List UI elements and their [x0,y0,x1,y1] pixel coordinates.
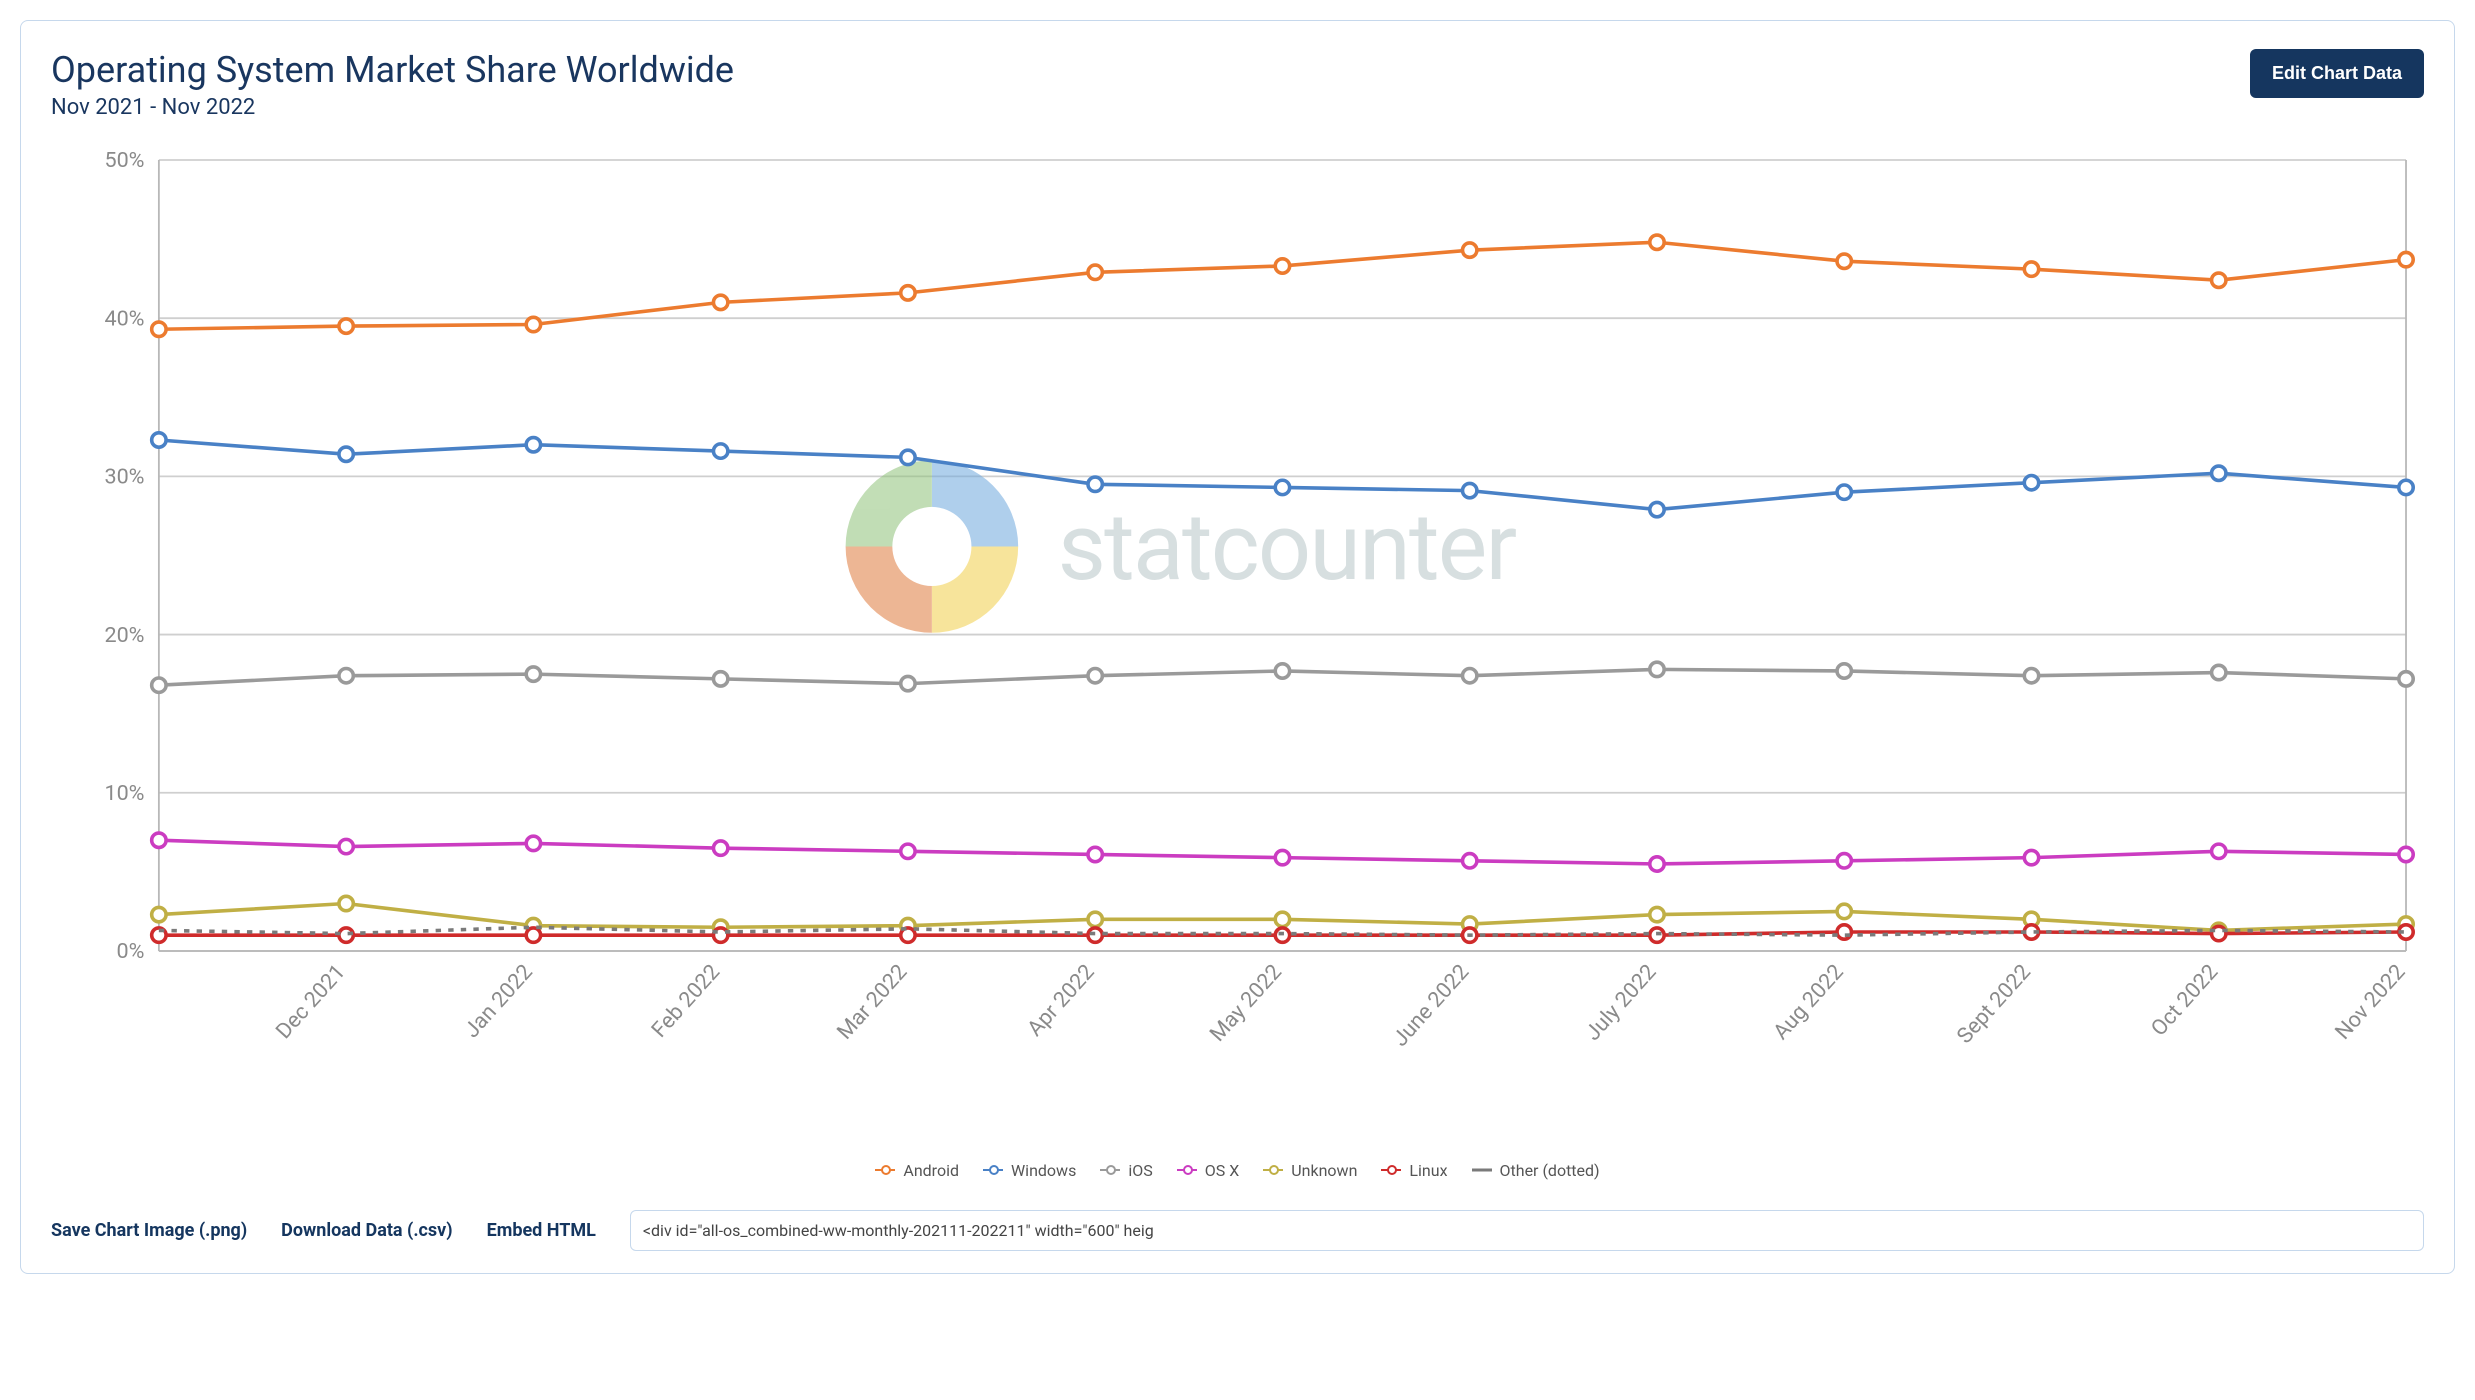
svg-text:40%: 40% [104,306,144,331]
svg-text:10%: 10% [104,781,144,806]
svg-text:20%: 20% [104,623,144,648]
chart-area: 0% 10% 20% 30% 40% 50% statcounter Dec 2021 Jan … [51,142,2424,1180]
svg-text:Oct 2022: Oct 2022 [2146,960,2223,1041]
embed-html-link[interactable]: Embed HTML [487,1220,596,1241]
chart-card: Operating System Market Share Worldwide … [20,20,2455,1274]
download-csv-link[interactable]: Download Data (.csv) [281,1220,452,1241]
svg-text:statcounter: statcounter [1058,492,1517,602]
legend-marker-icon [1177,1163,1197,1177]
svg-text:Aug 2022: Aug 2022 [1769,960,1849,1045]
svg-text:50%: 50% [104,148,144,173]
legend-label: Linux [1409,1161,1447,1180]
legend-item[interactable]: Unknown [1263,1161,1357,1180]
legend-label: Windows [1011,1161,1076,1180]
legend-item[interactable]: Other (dotted) [1472,1161,1600,1180]
legend-marker-icon [1263,1163,1283,1177]
legend-item[interactable]: Windows [983,1161,1076,1180]
legend-marker-icon [1472,1163,1492,1177]
header-row: Operating System Market Share Worldwide … [51,49,2424,120]
svg-text:30%: 30% [104,465,144,490]
svg-text:0%: 0% [117,939,145,964]
svg-text:July 2022: July 2022 [1581,960,1662,1046]
chart-subtitle: Nov 2021 - Nov 2022 [51,95,734,120]
legend-marker-icon [1381,1163,1401,1177]
embed-html-input[interactable] [630,1210,2424,1251]
svg-text:May 2022: May 2022 [1205,960,1287,1047]
legend-marker-icon [1100,1163,1120,1177]
legend-label: iOS [1128,1161,1152,1180]
legend-item[interactable]: iOS [1100,1161,1152,1180]
chart-legend: Android Windows iOS OS X Unknown Linux Other (… [51,1161,2424,1180]
svg-text:Jan 2022: Jan 2022 [459,960,537,1043]
svg-text:Sept 2022: Sept 2022 [1952,960,2036,1049]
legend-label: OS X [1205,1161,1240,1180]
legend-label: Other (dotted) [1500,1161,1600,1180]
legend-item[interactable]: OS X [1177,1161,1240,1180]
title-block: Operating System Market Share Worldwide … [51,49,734,120]
svg-text:Mar 2022: Mar 2022 [832,960,912,1045]
legend-label: Android [903,1161,959,1180]
svg-text:June 2022: June 2022 [1388,960,1474,1052]
legend-marker-icon [983,1163,1003,1177]
save-png-link[interactable]: Save Chart Image (.png) [51,1220,247,1241]
legend-item[interactable]: Android [875,1161,959,1180]
chart-title: Operating System Market Share Worldwide [51,49,734,91]
svg-text:Apr 2022: Apr 2022 [1023,960,1100,1042]
line-chart-svg: 0% 10% 20% 30% 40% 50% statcounter Dec 2021 Jan … [51,142,2424,1149]
svg-text:Feb 2022: Feb 2022 [647,960,725,1043]
actions-row: Save Chart Image (.png) Download Data (.… [51,1210,2424,1251]
svg-text:Dec 2021: Dec 2021 [271,960,350,1044]
edit-chart-data-button[interactable]: Edit Chart Data [2250,49,2424,98]
legend-marker-icon [875,1163,895,1177]
legend-label: Unknown [1291,1161,1357,1180]
svg-text:Nov 2022: Nov 2022 [2330,960,2410,1045]
legend-item[interactable]: Linux [1381,1161,1447,1180]
